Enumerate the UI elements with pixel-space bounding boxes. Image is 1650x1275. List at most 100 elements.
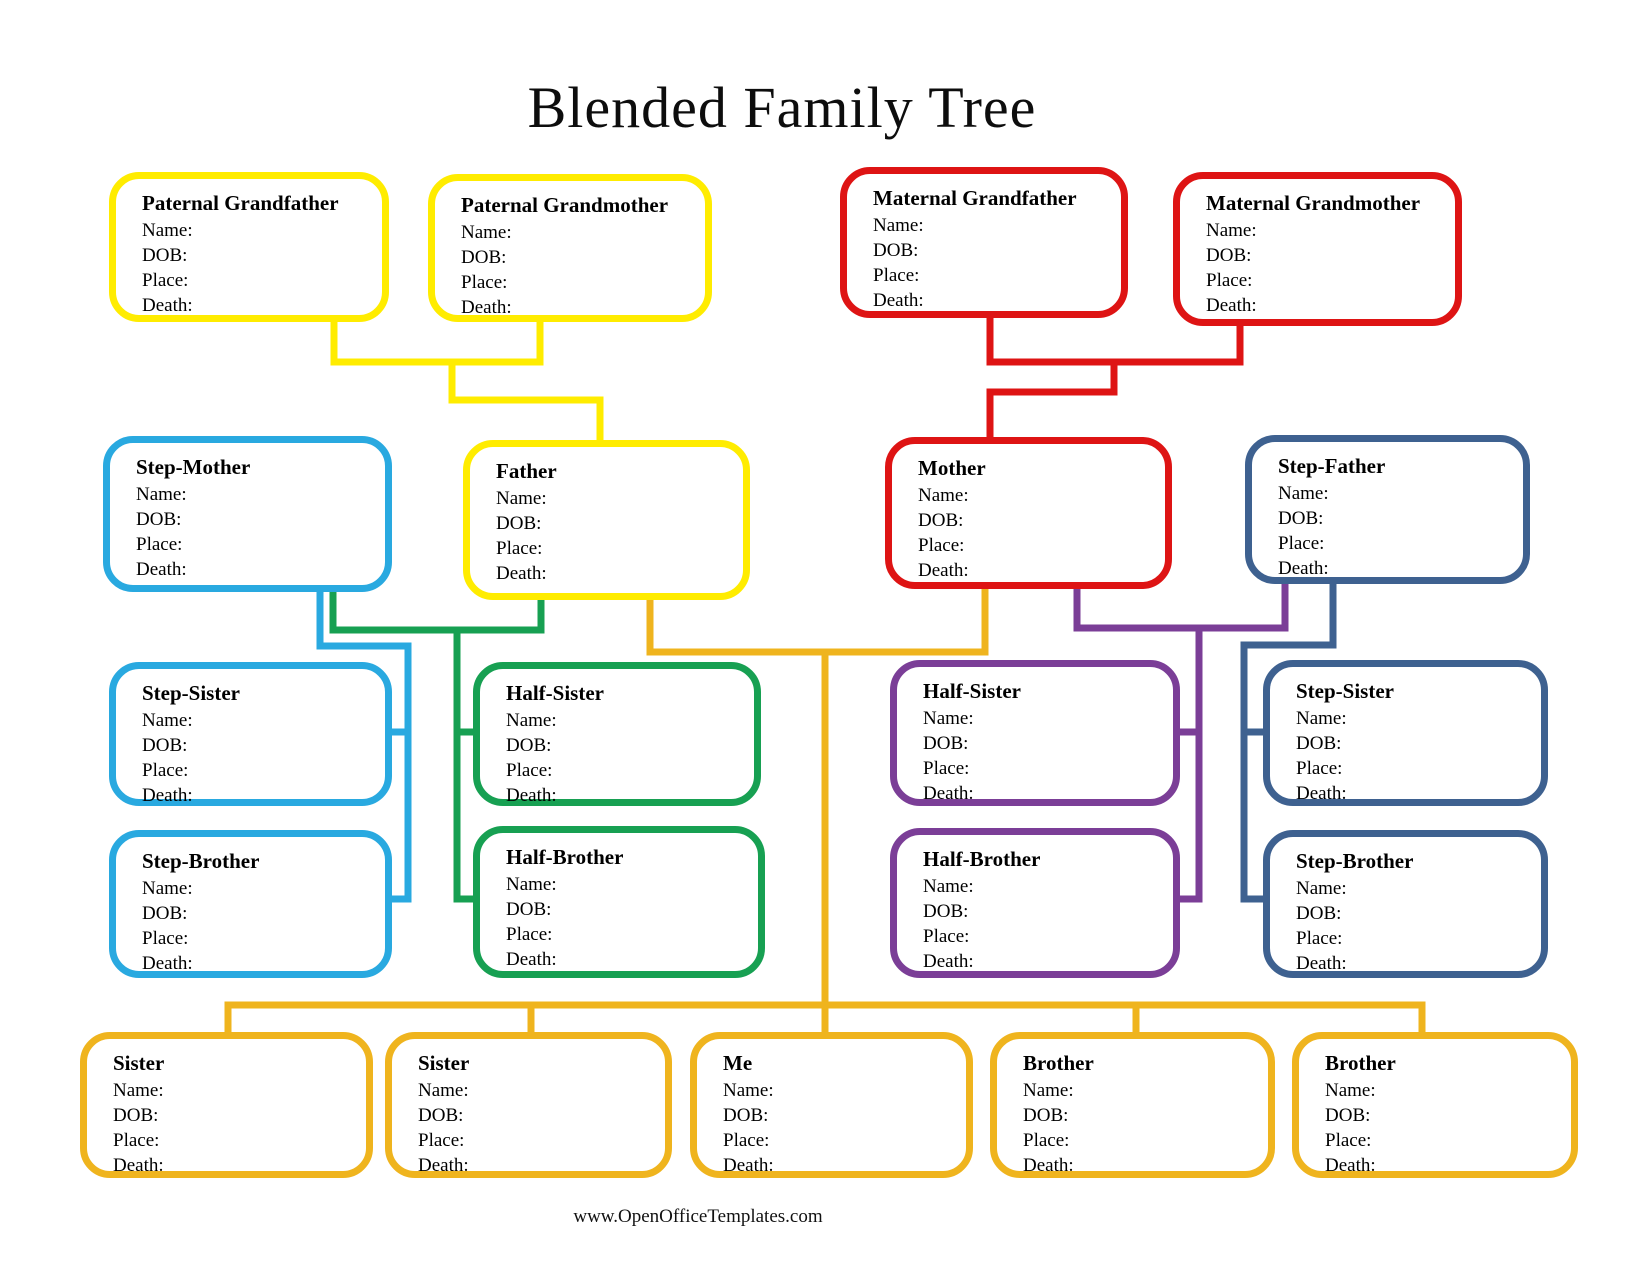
field-label: Death: — [1296, 783, 1347, 804]
field-label: Death: — [142, 785, 193, 806]
field-label: Name: — [1325, 1080, 1376, 1101]
box-fields: Name: DOB: Place: Death: — [923, 874, 1165, 974]
box-step-brother-left: Step-Brother Name: DOB: Place: Death: — [109, 830, 392, 978]
box-title: Step-Brother — [142, 849, 260, 873]
field-label: DOB: — [1206, 245, 1252, 266]
field-label: DOB: — [496, 513, 542, 534]
field-label: Death: — [1278, 558, 1329, 579]
field-label: Death: — [1206, 295, 1257, 316]
field-label: DOB: — [923, 733, 969, 754]
box-title: Sister — [418, 1051, 470, 1075]
field-label: DOB: — [723, 1105, 769, 1126]
field-label: Death: — [1325, 1155, 1376, 1176]
stepmother-children-connector — [316, 586, 412, 903]
field-label: DOB: — [418, 1105, 464, 1126]
field-label: DOB: — [1325, 1105, 1371, 1126]
field-label: Place: — [923, 758, 970, 779]
field-label: Death: — [506, 949, 557, 970]
box-title: Step-Mother — [136, 455, 251, 479]
box-fields: Name: DOB: Place: Death: — [506, 872, 750, 972]
box-fields: Name: DOB: Place: Death: — [918, 483, 1157, 583]
field-label: Name: — [1296, 878, 1347, 899]
field-label: DOB: — [136, 509, 182, 530]
field-label: Death: — [142, 953, 193, 974]
box-fields: Name: DOB: Place: Death: — [723, 1078, 958, 1178]
field-label: Death: — [918, 560, 969, 581]
field-label: Name: — [142, 878, 193, 899]
field-label: Death: — [873, 290, 924, 311]
half-siblings-right-connector — [1174, 628, 1203, 903]
box-title: Step-Sister — [1296, 679, 1394, 703]
box-brother-1: Brother Name: DOB: Place: Death: — [990, 1032, 1275, 1178]
field-label: Place: — [506, 760, 553, 781]
father-mother-union-connector — [646, 585, 989, 656]
box-title: Maternal Grandmother — [1206, 191, 1421, 215]
box-title: Father — [496, 459, 557, 483]
field-label: Place: — [723, 1130, 770, 1151]
field-label: Place: — [923, 926, 970, 947]
field-label: Death: — [1296, 953, 1347, 974]
field-label: Name: — [142, 710, 193, 731]
field-label: Name: — [136, 484, 187, 505]
box-fields: Name: DOB: Place: Death: — [873, 213, 1113, 313]
field-label: DOB: — [506, 735, 552, 756]
field-label: Name: — [923, 708, 974, 729]
box-half-brother-right: Half-Brother Name: DOB: Place: Death: — [890, 828, 1180, 978]
box-title: Brother — [1325, 1051, 1396, 1075]
field-label: Place: — [1206, 270, 1253, 291]
field-label: DOB: — [1278, 508, 1324, 529]
box-paternal-grandmother: Paternal Grandmother Name: DOB: Place: Deat… — [428, 174, 712, 322]
box-half-brother-left: Half-Brother Name: DOB: Place: Death: — [473, 826, 765, 978]
field-label: Name: — [723, 1080, 774, 1101]
box-maternal-grandmother: Maternal Grandmother Name: DOB: Place: Deat… — [1173, 172, 1462, 326]
box-title: Half-Brother — [506, 845, 624, 869]
paternal-marriage-connector — [330, 316, 544, 366]
field-label: Death: — [723, 1155, 774, 1176]
field-label: DOB: — [142, 903, 188, 924]
field-label: Name: — [873, 215, 924, 236]
box-fields: Name: DOB: Place: Death: — [1206, 218, 1447, 318]
field-label: DOB: — [506, 899, 552, 920]
field-label: Name: — [1023, 1080, 1074, 1101]
field-label: Name: — [496, 488, 547, 509]
box-fields: Name: DOB: Place: Death: — [1296, 706, 1533, 806]
field-label: Name: — [113, 1080, 164, 1101]
field-label: Death: — [418, 1155, 469, 1176]
box-title: Half-Sister — [506, 681, 604, 705]
field-label: Death: — [496, 563, 547, 584]
box-brother-2: Brother Name: DOB: Place: Death: — [1292, 1032, 1578, 1178]
box-me: Me Name: DOB: Place: Death: — [690, 1032, 973, 1178]
box-fields: Name: DOB: Place: Death: — [1278, 481, 1515, 581]
field-label: Name: — [142, 220, 193, 241]
paternal-to-father-connector — [448, 362, 604, 446]
field-label: DOB: — [923, 901, 969, 922]
father-stepmother-union-connector — [329, 586, 545, 634]
field-label: Place: — [506, 924, 553, 945]
field-label: DOB: — [1296, 903, 1342, 924]
field-label: Name: — [506, 710, 557, 731]
box-maternal-grandfather: Maternal Grandfather Name: DOB: Place: Deat… — [840, 167, 1128, 318]
field-label: Place: — [873, 265, 920, 286]
box-fields: Name: DOB: Place: Death: — [496, 486, 735, 586]
box-fields: Name: DOB: Place: Death: — [506, 708, 746, 808]
field-label: Name: — [923, 876, 974, 897]
half-siblings-left-connector — [453, 630, 478, 903]
box-fields: Name: DOB: Place: Death: — [923, 706, 1165, 806]
field-label: DOB: — [142, 735, 188, 756]
box-fields: Name: DOB: Place: Death: — [1023, 1078, 1260, 1178]
box-title: Half-Sister — [923, 679, 1021, 703]
field-label: DOB: — [918, 510, 964, 531]
box-fields: Name: DOB: Place: Death: — [113, 1078, 358, 1178]
field-label: Place: — [142, 760, 189, 781]
box-title: Brother — [1023, 1051, 1094, 1075]
field-label: Death: — [136, 559, 187, 580]
field-label: Place: — [1023, 1130, 1070, 1151]
box-fields: Name: DOB: Place: Death: — [136, 482, 377, 582]
field-label: Death: — [923, 951, 974, 972]
box-half-sister-right: Half-Sister Name: DOB: Place: Death: — [890, 660, 1180, 806]
field-label: Place: — [1278, 533, 1325, 554]
box-title: Step-Brother — [1296, 849, 1414, 873]
box-step-brother-right: Step-Brother Name: DOB: Place: Death: — [1263, 830, 1548, 978]
box-fields: Name: DOB: Place: Death: — [1296, 876, 1533, 976]
